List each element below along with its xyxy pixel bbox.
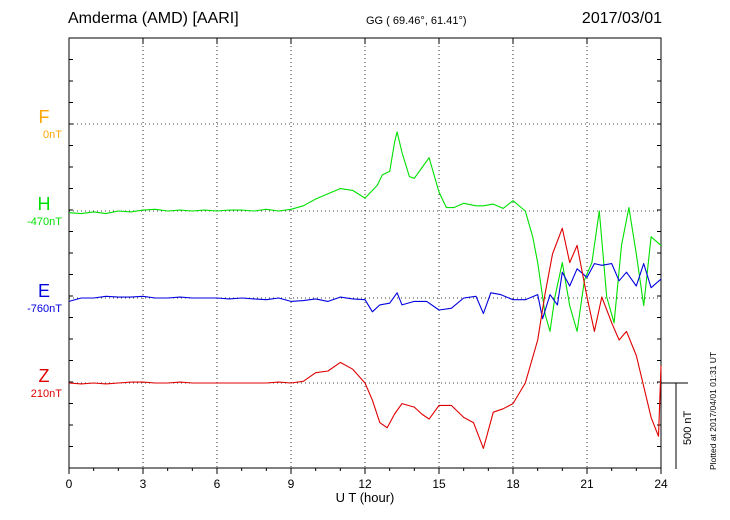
channel-label-f: F: [38, 107, 50, 127]
x-tick-label: 21: [580, 477, 594, 491]
station-coordinates: GG ( 69.46°, 61.41°): [366, 15, 467, 27]
channel-label-e: E: [37, 281, 50, 301]
scale-bar-label: 500 nT: [682, 410, 694, 445]
x-tick-label: 0: [66, 477, 73, 491]
station-title: Amderma (AMD) [AARI]: [68, 10, 239, 27]
channel-offset-h: -470nT: [27, 216, 62, 228]
x-axis-label: U T (hour): [335, 490, 395, 505]
x-tick-label: 9: [288, 477, 295, 491]
channel-offset-f: 0nT: [43, 129, 62, 141]
x-tick-label: 3: [140, 477, 147, 491]
chart-date: 2017/03/01: [581, 10, 662, 27]
channel-label-z: Z: [38, 366, 50, 386]
x-tick-label: 24: [654, 477, 668, 491]
channel-label-h: H: [37, 194, 51, 214]
plotted-timestamp: Plotted at 2017/04/01 01:31 UT: [708, 351, 718, 470]
x-tick-label: 15: [432, 477, 446, 491]
x-tick-label: 18: [506, 477, 520, 491]
channel-offset-z: 210nT: [30, 388, 62, 400]
channel-offset-e: -760nT: [27, 303, 62, 315]
x-tick-label: 12: [358, 477, 372, 491]
series-line-h: [68, 131, 662, 332]
x-tick-label: 6: [214, 477, 221, 491]
series-line-z: [68, 227, 662, 449]
